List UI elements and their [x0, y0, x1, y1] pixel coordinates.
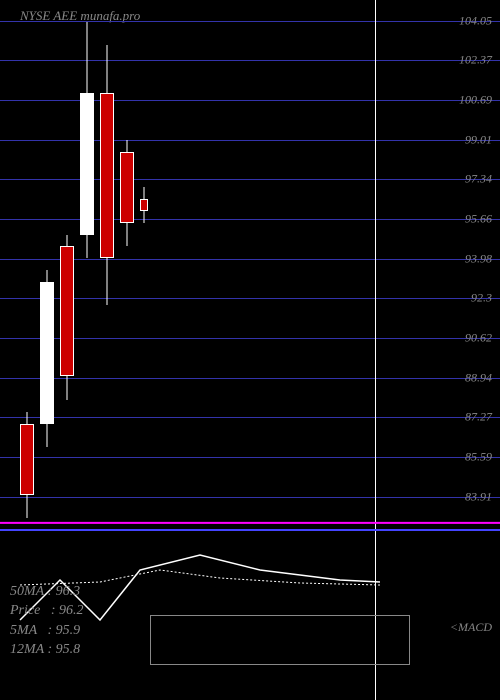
macd-label: <MACD	[450, 620, 492, 635]
stat-50ma: 50MA : 96.3	[10, 582, 84, 602]
stock-chart: NYSE AEE munafa.pro 104.05102.37100.6999…	[0, 0, 500, 700]
stats-panel: 50MA : 96.3 Price : 96.2 5MA : 95.9 12MA…	[10, 582, 84, 660]
stats-box	[150, 615, 410, 665]
stat-price: Price : 96.2	[10, 601, 84, 621]
stat-5ma: 5MA : 95.9	[10, 621, 84, 641]
stat-12ma: 12MA : 95.8	[10, 640, 84, 660]
